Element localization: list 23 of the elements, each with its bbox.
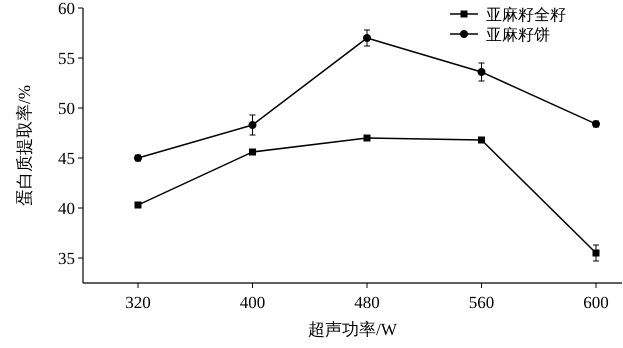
y-tick-label: 55 — [58, 49, 75, 68]
point — [592, 250, 600, 256]
x-tick-label: 400 — [240, 293, 266, 312]
x-axis-title: 超声功率/W — [308, 320, 398, 339]
point — [249, 148, 256, 156]
point — [364, 134, 370, 142]
legend-label: 亚麻籽饼 — [486, 26, 550, 44]
y-tick-label: 45 — [58, 149, 75, 168]
point — [134, 202, 142, 208]
legend-label: 亚麻籽全籽 — [486, 6, 566, 24]
x-tick-label: 560 — [468, 293, 494, 312]
y-tick-label: 40 — [58, 199, 75, 218]
point — [478, 136, 485, 144]
point — [478, 68, 486, 76]
y-axis-title: 蛋白质提取率/% — [15, 85, 34, 206]
x-tick-label: 320 — [125, 293, 151, 312]
y-tick-label: 50 — [58, 99, 75, 118]
x-tick-label: 480 — [354, 293, 380, 312]
y-tick-label: 35 — [58, 249, 75, 268]
x-tick-label: 600 — [583, 293, 609, 312]
y-tick-label: 60 — [58, 0, 75, 18]
point — [363, 34, 371, 42]
point — [248, 121, 256, 129]
